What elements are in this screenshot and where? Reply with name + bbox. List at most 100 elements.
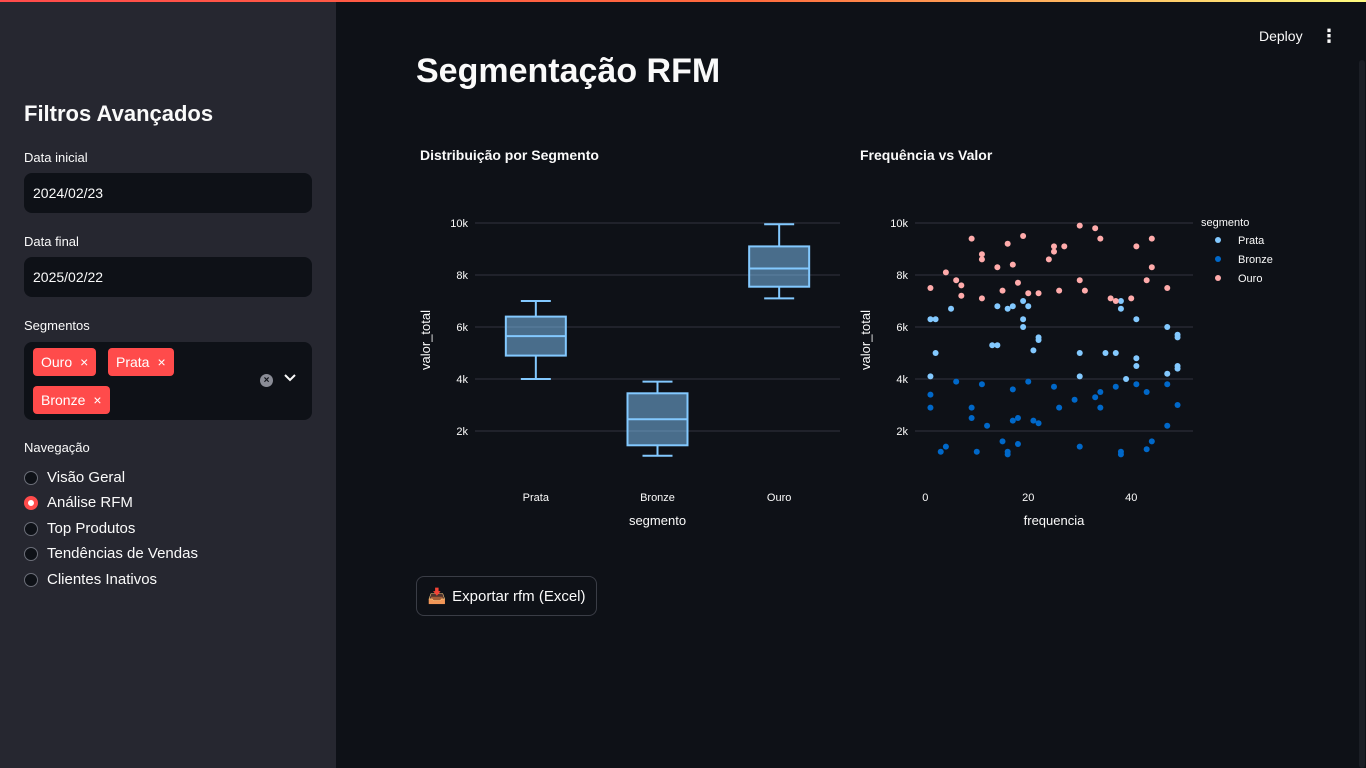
nav-option-visao-geral[interactable]: Visão Geral — [24, 469, 125, 486]
scatter-point — [927, 373, 934, 380]
nav-option-label: Top Produtos — [47, 520, 136, 537]
start-date-label: Data inicial — [24, 150, 88, 165]
scatter-point — [1004, 451, 1011, 458]
scatter-point — [958, 282, 965, 289]
start-date-input[interactable] — [24, 173, 312, 213]
scatter-point — [989, 342, 996, 349]
scatter-point — [1164, 381, 1171, 388]
scatter-point — [1061, 243, 1068, 250]
deploy-button[interactable]: Deploy — [1259, 28, 1303, 44]
nav-option-top-produtos[interactable]: Top Produtos — [24, 520, 135, 537]
scatter-point — [994, 342, 1001, 349]
page-title: Segmentação RFM — [416, 52, 721, 90]
legend-marker — [1215, 237, 1221, 243]
scatter-point — [1092, 225, 1099, 232]
box-plot-chart[interactable]: 2k 4k 6k 8k 10k Prata Bronze Ouro segmento valor_… — [410, 180, 850, 540]
scrollbar-thumb[interactable] — [1359, 60, 1365, 768]
kebab-menu-icon[interactable]: ⋮ — [1320, 26, 1338, 46]
scatter-point — [942, 269, 949, 276]
clear-all-icon[interactable]: × — [260, 374, 273, 387]
scatter-point — [1035, 337, 1042, 343]
scatter-point — [1148, 264, 1155, 271]
legend-label: Bronze — [1238, 254, 1273, 266]
radio-icon[interactable] — [24, 546, 38, 561]
scatter-point — [968, 235, 975, 242]
nav-option-label: Análise RFM — [47, 494, 133, 511]
scatter-point — [927, 316, 934, 323]
scatter-point — [1128, 295, 1135, 302]
scatter-point — [1051, 243, 1057, 250]
scatter-point — [1092, 394, 1099, 401]
scatter-point — [1009, 303, 1016, 310]
scatter-point — [1056, 404, 1063, 411]
y-tick-label: 6k — [456, 322, 468, 334]
scatter-point — [1014, 441, 1021, 447]
chevron-down-icon[interactable] — [284, 370, 296, 385]
scatter-point — [1025, 303, 1032, 310]
scatter-point — [1035, 290, 1042, 297]
scatter-point — [1025, 378, 1032, 385]
x-tick-label: Prata — [523, 492, 550, 504]
scatter-point — [1020, 298, 1027, 304]
navigation-label: Navegação — [24, 440, 90, 455]
segments-multiselect[interactable]: Ouro × Prata × Bronze × × — [24, 342, 312, 420]
scatter-point — [1020, 324, 1027, 330]
remove-tag-icon[interactable]: × — [93, 392, 102, 408]
series-ouro — [927, 222, 1171, 304]
radio-icon[interactable] — [24, 572, 38, 587]
end-date-input[interactable] — [24, 257, 312, 297]
series-prata — [927, 298, 1181, 382]
scatter-point — [1076, 277, 1083, 284]
y-tick-label: 10k — [890, 218, 908, 230]
radio-icon[interactable] — [24, 470, 38, 485]
scatter-point — [1056, 287, 1063, 294]
scatter-point — [1133, 363, 1140, 369]
scatter-point — [1174, 365, 1181, 372]
scatter-point — [999, 438, 1006, 445]
segment-tag-bronze: Bronze × — [33, 386, 110, 414]
segment-tag-prata: Prata × — [108, 348, 174, 376]
scatter-point — [1009, 261, 1016, 268]
y-tick-label: 4k — [896, 374, 908, 386]
nav-option-tendencias[interactable]: Tendências de Vendas — [24, 545, 198, 562]
scatter-point — [1133, 381, 1140, 388]
nav-option-analise-rfm[interactable]: Análise RFM — [24, 494, 133, 511]
x-tick-label: 0 — [922, 492, 928, 504]
y-tick-label: 10k — [450, 218, 468, 230]
scatter-point — [927, 404, 934, 411]
scatter-point — [1081, 287, 1088, 294]
scatter-point — [927, 391, 934, 398]
box-iqr — [748, 245, 811, 288]
scatter-point — [1112, 383, 1119, 390]
legend-label: Ouro — [1238, 273, 1262, 285]
scatter-point — [1076, 443, 1083, 450]
scatter-point — [994, 303, 1001, 310]
nav-option-clientes-inativos[interactable]: Clientes Inativos — [24, 571, 157, 588]
scatter-point — [1009, 417, 1016, 424]
scatter-point — [1076, 350, 1083, 356]
remove-tag-icon[interactable]: × — [80, 354, 89, 370]
scatter-point — [968, 404, 975, 411]
scatter-point — [1174, 402, 1181, 408]
scatter-point — [999, 287, 1006, 294]
scatter-point — [1097, 235, 1104, 242]
scatter-point — [1025, 290, 1032, 297]
scatter-point — [953, 378, 960, 385]
y-tick-label: 8k — [456, 270, 468, 282]
export-excel-button[interactable]: 📥 Exportar rfm (Excel) — [416, 576, 597, 616]
scatter-plot-chart[interactable]: 2k 4k 6k 8k 10k 0 20 40 frequencia valor_total seg… — [850, 180, 1290, 540]
end-date-label: Data final — [24, 234, 79, 249]
scrollbar[interactable] — [1358, 60, 1366, 768]
nav-option-label: Clientes Inativos — [47, 571, 158, 588]
scatter-point — [932, 350, 939, 356]
scatter-point — [1004, 305, 1011, 312]
scatter-point — [1123, 376, 1130, 382]
scatter-point — [1097, 404, 1104, 411]
scatter-point — [1035, 420, 1042, 427]
radio-selected-icon[interactable] — [24, 495, 38, 510]
remove-tag-icon[interactable]: × — [157, 354, 166, 370]
radio-icon[interactable] — [24, 521, 38, 536]
scatter-point — [1076, 373, 1083, 380]
scatter-point — [1133, 355, 1140, 362]
scatter-point — [1143, 446, 1150, 453]
